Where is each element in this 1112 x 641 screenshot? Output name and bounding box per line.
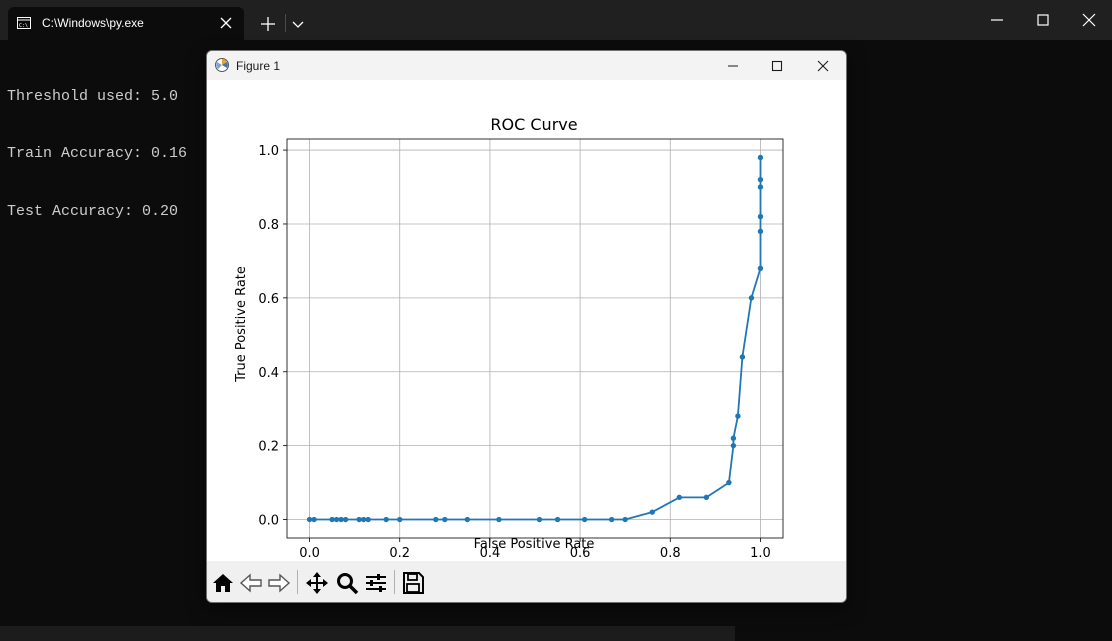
y-axis-label: True Positive Rate	[234, 266, 249, 383]
terminal-tab[interactable]: C:\ C:\Windows\py.exe	[8, 7, 244, 40]
roc-data-point	[757, 154, 764, 161]
roc-data-point	[739, 354, 746, 360]
x-tick-label: 0.2	[389, 546, 410, 561]
y-tick-label: 0.6	[258, 292, 279, 307]
roc-series-line	[309, 157, 762, 521]
x-tick-label: 0.0	[299, 546, 320, 561]
x-tick-label: 0.8	[660, 546, 681, 561]
roc-data-point	[703, 494, 710, 501]
home-icon[interactable]	[211, 571, 235, 595]
roc-data-point	[536, 516, 543, 523]
y-tick-label: 0.8	[258, 218, 279, 233]
roc-data-point	[311, 516, 317, 523]
roc-data-point	[757, 184, 764, 190]
new-tab-icon[interactable]	[259, 15, 277, 33]
roc-data-point	[338, 516, 344, 523]
terminal-line: Train Accuracy: 0.16	[7, 145, 188, 163]
configure-subplots-icon[interactable]	[364, 571, 388, 595]
roc-data-point	[360, 516, 367, 523]
close-tab-icon[interactable]	[218, 15, 234, 31]
terminal-icon: C:\	[17, 17, 31, 29]
chevron-down-icon[interactable]	[290, 16, 306, 32]
maximize-icon[interactable]	[768, 57, 786, 75]
roc-data-point	[757, 213, 764, 220]
terminal-scroll-strip	[0, 626, 735, 641]
roc-data-point	[433, 516, 439, 523]
save-icon[interactable]	[401, 571, 425, 595]
roc-data-point	[342, 516, 349, 523]
roc-data-point	[748, 295, 755, 301]
roc-data-point	[735, 413, 741, 419]
zoom-icon[interactable]	[335, 571, 359, 595]
y-tick-label: 0.4	[258, 366, 279, 381]
roc-chart[interactable]: ROC Curve False Positive Rate True Posit…	[207, 80, 846, 561]
roc-data-point	[726, 479, 732, 486]
terminal-line: Threshold used: 5.0	[7, 87, 179, 105]
roc-data-point	[442, 516, 448, 523]
roc-data-point	[757, 228, 764, 235]
y-tick-label: 0.0	[258, 514, 279, 529]
terminal-output[interactable]: Threshold used: 5.0 Train Accuracy: 0.16…	[7, 48, 187, 241]
terminal-tab-bar: C:\ C:\Windows\py.exe	[0, 0, 1112, 40]
roc-data-point	[676, 494, 682, 501]
minimize-icon[interactable]	[724, 57, 742, 75]
tab-title: C:\Windows\py.exe	[42, 16, 144, 30]
tab-separator	[285, 14, 286, 32]
pan-icon[interactable]	[305, 571, 329, 595]
roc-data-point	[383, 516, 389, 523]
toolbar-separator	[297, 570, 298, 594]
roc-data-point	[608, 516, 615, 523]
roc-data-point	[730, 435, 737, 441]
roc-data-point	[356, 516, 362, 523]
x-tick-label: 0.6	[570, 546, 591, 561]
close-window-icon[interactable]	[1079, 10, 1099, 30]
roc-data-point	[554, 516, 561, 523]
chart-title: ROC Curve	[490, 115, 577, 134]
figure-window: Figure 1 ROC Curve False Positive Rate T…	[206, 50, 847, 603]
roc-data-point	[757, 176, 764, 183]
forward-arrow-icon[interactable]	[267, 571, 291, 595]
x-tick-label: 0.4	[480, 546, 501, 561]
figure-title: Figure 1	[236, 59, 281, 73]
roc-data-point	[496, 516, 502, 523]
toolbar-separator	[394, 570, 395, 594]
roc-data-point	[730, 442, 737, 449]
roc-data-point	[333, 516, 340, 523]
roc-data-point	[757, 265, 764, 272]
roc-data-point	[622, 516, 628, 523]
roc-data-point	[649, 509, 655, 515]
back-arrow-icon[interactable]	[239, 571, 263, 595]
close-window-icon[interactable]	[814, 57, 832, 75]
terminal-line: Test Accuracy: 0.20	[7, 203, 179, 221]
axes-frame	[286, 138, 784, 539]
x-axis-label: False Positive Rate	[474, 537, 595, 552]
roc-data-point	[581, 516, 588, 523]
y-tick-label: 1.0	[258, 144, 279, 159]
roc-data-point	[464, 516, 471, 523]
matplotlib-icon	[215, 58, 229, 72]
maximize-icon[interactable]	[1033, 10, 1053, 30]
figure-canvas[interactable]: ROC Curve False Positive Rate True Posit…	[207, 80, 846, 561]
roc-data-point	[397, 516, 403, 523]
y-tick-label: 0.2	[258, 440, 279, 455]
figure-toolbar	[207, 561, 846, 602]
figure-title-bar[interactable]: Figure 1	[207, 51, 846, 80]
svg-text:C:\: C:\	[19, 23, 28, 29]
x-tick-label: 1.0	[750, 546, 771, 561]
roc-data-point	[306, 516, 313, 523]
minimize-icon[interactable]	[987, 10, 1007, 30]
roc-data-point	[329, 516, 335, 523]
roc-data-point	[365, 516, 371, 523]
